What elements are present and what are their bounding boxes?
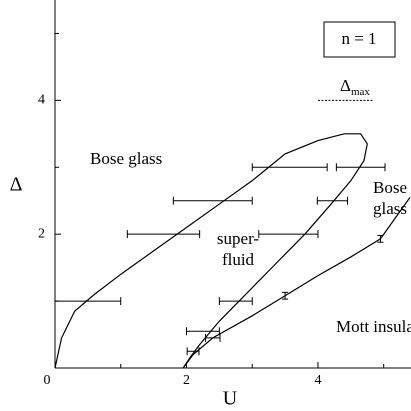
error-bar	[186, 347, 200, 356]
error-bar	[258, 230, 319, 239]
annotation: super-	[217, 229, 259, 248]
x-tick-label: 4	[314, 373, 321, 388]
error-bar	[251, 163, 328, 172]
annotation: fluid	[222, 250, 255, 269]
error-bar	[282, 291, 289, 300]
legend-text: n = 1	[341, 29, 376, 48]
annotation: Bose	[373, 178, 407, 197]
phase-boundary	[182, 197, 411, 369]
delta-max-symbol: Δ	[340, 76, 351, 95]
y-tick-label: 4	[38, 93, 45, 108]
x-label: U	[223, 388, 238, 410]
error-bar	[335, 163, 386, 172]
delta-max-sub: max	[351, 86, 370, 98]
error-bar	[218, 297, 253, 306]
error-bar	[316, 196, 349, 205]
annotation: Bose glass	[90, 149, 162, 168]
error-bar	[54, 297, 122, 306]
error-bar	[126, 230, 201, 239]
error-bar	[172, 196, 253, 205]
annotation: Mott insulator	[336, 317, 411, 336]
error-bar	[185, 327, 220, 336]
x-tick-label: 2	[183, 373, 190, 388]
phase-boundary	[54, 133, 368, 369]
y-label: Δ	[10, 174, 23, 196]
legend-box	[323, 21, 396, 58]
error-bar	[205, 333, 221, 342]
error-bar	[377, 235, 384, 243]
y-tick-label: 2	[38, 226, 45, 241]
x-tick-label: 0	[44, 373, 51, 388]
delta-max-label: Δmax	[340, 76, 370, 98]
